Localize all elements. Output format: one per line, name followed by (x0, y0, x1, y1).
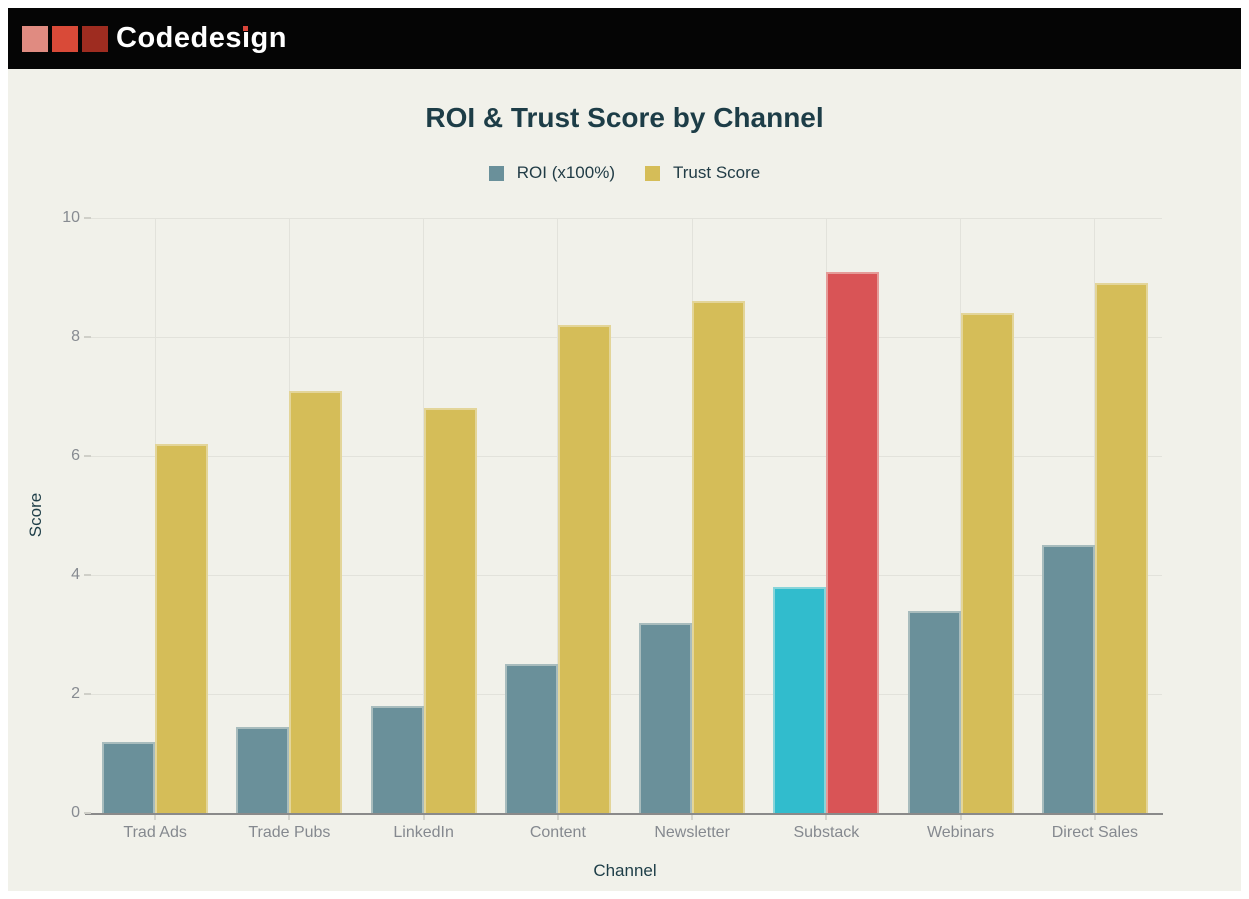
x-tick-mark (691, 815, 694, 820)
h-gridline-6 (88, 455, 1162, 457)
x-tick-mark (422, 815, 425, 820)
bar-trust-2 (423, 408, 477, 813)
bar-trust-0 (155, 444, 209, 813)
bar-trust-7 (1094, 283, 1148, 813)
legend-swatch-trust (645, 165, 660, 181)
logo-square-3 (82, 25, 108, 52)
y-tick-mark (84, 812, 91, 814)
y-axis-title: Score (26, 492, 45, 538)
legend-label-trust: Trust Score (673, 163, 761, 182)
chart-canvas: ROI & Trust Score by Channel ROI (x100%)… (8, 69, 1241, 891)
legend-label-roi: ROI (x100%) (516, 163, 615, 182)
x-tick-mark (825, 815, 828, 820)
brand-text-end: gn (250, 22, 287, 54)
x-tick-label-0: Trad Ads (123, 824, 187, 841)
legend-item-roi[interactable]: ROI (x100%) (488, 163, 615, 183)
y-tick-label-10: 10 (62, 209, 80, 226)
y-tick-mark (84, 693, 91, 695)
bar-roi-5 (773, 586, 827, 813)
x-tick-label-6: Webinars (926, 824, 995, 841)
brand-i-dot (242, 26, 248, 31)
bar-roi-2 (370, 705, 424, 813)
h-gridline-2 (88, 693, 1162, 695)
y-tick-mark (84, 455, 91, 457)
bar-roi-0 (102, 741, 156, 813)
x-tick-label-1: Trade Pubs (248, 824, 331, 841)
h-gridline-8 (88, 336, 1162, 338)
x-tick-label-5: Substack (793, 824, 860, 841)
x-tick-label-2: LinkedIn (393, 824, 454, 841)
y-tick-mark (84, 574, 91, 576)
bar-trust-6 (960, 313, 1014, 813)
bar-roi-6 (907, 610, 961, 813)
bar-roi-7 (1041, 545, 1095, 813)
brand-letter-i: ı (241, 22, 251, 54)
y-tick-label-8: 8 (71, 328, 80, 345)
y-tick-label-6: 6 (71, 447, 80, 464)
legend-item-trust[interactable]: Trust Score (645, 163, 760, 183)
x-tick-mark (556, 815, 559, 820)
brand-name: Codedesı gn (116, 20, 287, 57)
header-bar: Codedesı gn (8, 8, 1241, 69)
x-tick-label-7: Direct Sales (1051, 824, 1138, 841)
brand-text-start: Codedes (116, 22, 242, 54)
bar-roi-1 (236, 726, 290, 813)
x-tick-mark (154, 815, 157, 820)
x-tick-label-4: Newsletter (654, 824, 730, 841)
y-tick-mark (84, 336, 91, 338)
x-tick-mark (288, 815, 291, 820)
bar-roi-4 (639, 622, 693, 813)
bar-trust-1 (289, 390, 343, 813)
bar-trust-3 (557, 325, 611, 813)
legend-swatch-roi (488, 165, 504, 181)
brand-logo: Codedesı gn (22, 20, 287, 57)
bar-trust-4 (692, 301, 746, 813)
logo-square-2 (52, 25, 78, 52)
x-tick-mark (1093, 815, 1096, 820)
x-tick-label-3: Content (529, 824, 586, 841)
bar-roi-3 (504, 664, 558, 813)
y-tick-label-0: 0 (71, 804, 80, 821)
plot-area (88, 217, 1162, 813)
h-gridline-4 (88, 574, 1162, 576)
x-tick-mark (959, 815, 962, 820)
chart-title: ROI & Trust Score by Channel (425, 102, 824, 133)
x-axis-title: Channel (593, 861, 657, 880)
y-tick-mark (84, 217, 91, 219)
logo-square-1 (22, 25, 48, 52)
chart-legend: ROI (x100%) Trust Score (8, 163, 1241, 183)
bar-trust-5 (826, 271, 880, 813)
h-gridline-10 (88, 217, 1162, 219)
x-axis-line (85, 813, 1163, 815)
y-tick-label-4: 4 (71, 566, 80, 583)
y-tick-label-2: 2 (71, 685, 80, 702)
